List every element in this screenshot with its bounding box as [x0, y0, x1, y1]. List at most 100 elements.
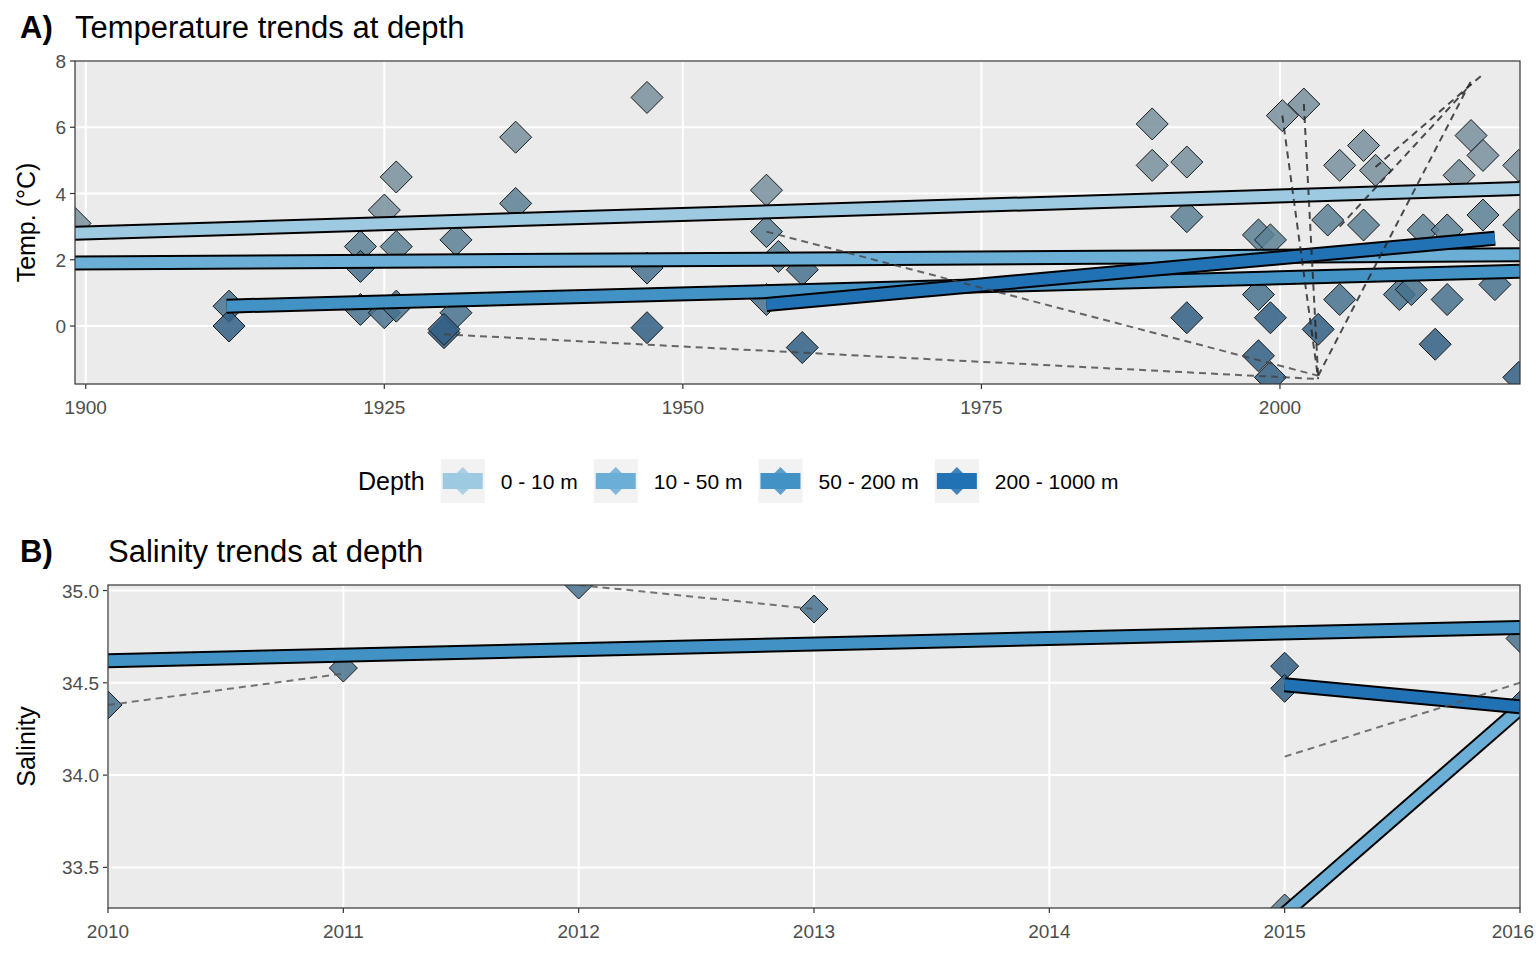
data-point — [1503, 361, 1520, 384]
data-point — [1171, 146, 1203, 178]
data-point — [800, 595, 828, 623]
legend-label: 50 - 200 m — [818, 470, 918, 493]
trend-line-group — [1285, 709, 1520, 908]
tick-mark — [70, 259, 75, 260]
tick-label: 2000 — [1259, 397, 1301, 418]
data-point — [1431, 284, 1463, 316]
plot-marks — [108, 585, 1520, 908]
figure: A) Temperature trends at depth 0 2 4 6 8 1900 19… — [0, 0, 1536, 960]
connector-line — [1304, 104, 1318, 377]
legend-key — [441, 459, 485, 503]
tick-label: 0 — [55, 316, 66, 337]
data-point — [380, 161, 412, 193]
data-point — [631, 312, 663, 344]
trend-line — [108, 627, 1520, 660]
data-point — [1302, 313, 1334, 345]
chart-title: Salinity trends at depth — [108, 534, 423, 569]
trend-line — [1285, 709, 1520, 908]
tick-mark — [70, 325, 75, 326]
data-point — [565, 585, 593, 599]
plot-background — [108, 585, 1520, 908]
legend-key-bg — [594, 459, 638, 503]
legend-key-marker — [943, 467, 971, 495]
data-point — [1503, 149, 1520, 181]
data-point — [1324, 149, 1356, 181]
data-point — [1360, 154, 1392, 186]
legend-key-marker — [766, 467, 794, 495]
data-point — [1254, 361, 1286, 384]
data-point — [1312, 204, 1344, 236]
tick-mark — [384, 384, 385, 389]
tick-label: 6 — [55, 117, 66, 138]
tick-label: 2014 — [1028, 921, 1071, 942]
tick-label: 35.0 — [62, 581, 99, 602]
trend-line — [766, 238, 1494, 304]
chart-title: Temperature trends at depth — [75, 10, 464, 45]
tick-mark — [1279, 384, 1280, 389]
tick-label: 34.5 — [62, 673, 99, 694]
tick-label: 2015 — [1264, 921, 1306, 942]
tick-mark — [981, 384, 982, 389]
data-point — [1419, 328, 1451, 360]
legend-key-bg — [758, 459, 802, 503]
panel-label: A) — [20, 10, 53, 45]
tick-label: 34.0 — [62, 765, 99, 786]
tick-label: 33.5 — [62, 857, 99, 878]
tick-mark — [343, 908, 344, 913]
grid-line — [75, 325, 1520, 327]
panel-label: B) — [20, 534, 53, 569]
legend-title: Depth — [358, 467, 425, 495]
connector-line — [1285, 683, 1520, 757]
tick-mark — [578, 908, 579, 913]
grid-line — [682, 61, 684, 384]
tick-label: 2016 — [1492, 921, 1534, 942]
trend-line-group — [75, 189, 1520, 234]
connector-line — [766, 232, 1318, 376]
grid-line — [75, 126, 1520, 128]
axis-title: Salinity — [12, 706, 40, 787]
tick-mark — [1049, 908, 1050, 913]
data-point — [1254, 302, 1286, 334]
tick-label: 1900 — [65, 397, 107, 418]
legend-label: 200 - 1000 m — [995, 470, 1119, 493]
connector-line — [1376, 74, 1483, 167]
axis-title: Temp. (°C) — [12, 163, 40, 283]
data-point — [213, 310, 245, 342]
data-point — [1467, 199, 1499, 231]
tick-mark — [1519, 908, 1520, 913]
tick-mark — [1284, 908, 1285, 913]
legend-label: 0 - 10 m — [501, 470, 578, 493]
trend-line-group — [108, 627, 1520, 660]
trend-line-group — [1285, 685, 1520, 707]
tick-mark — [70, 127, 75, 128]
plot-frame — [75, 61, 1520, 384]
trend-outline — [1285, 685, 1520, 707]
legend-key — [594, 459, 638, 503]
tick-label: 1925 — [363, 397, 405, 418]
connector-line — [108, 674, 343, 705]
grid-line — [578, 585, 580, 908]
plot-background — [75, 61, 1520, 384]
trend-line — [75, 189, 1520, 234]
trend-line-group — [766, 238, 1494, 304]
legend-label: 10 - 50 m — [654, 470, 743, 493]
tick-mark — [107, 908, 108, 913]
grid-line — [813, 585, 815, 908]
tick-label: 2013 — [793, 921, 835, 942]
data-point — [1467, 139, 1499, 171]
data-point — [1136, 108, 1168, 140]
tick-label: 1975 — [960, 397, 1002, 418]
data-point — [500, 121, 532, 153]
legend-key-bg — [441, 459, 485, 503]
legend-key-marker — [449, 467, 477, 495]
tick-label: 2 — [55, 250, 66, 271]
tick-label: 1950 — [662, 397, 704, 418]
tick-label: 2012 — [558, 921, 600, 942]
plot-frame — [108, 585, 1520, 908]
tick-label: 8 — [55, 51, 66, 72]
tick-mark — [813, 908, 814, 913]
grid-line — [342, 585, 344, 908]
tick-label: 4 — [55, 184, 66, 205]
grid-line — [980, 61, 982, 384]
data-point — [750, 174, 782, 206]
